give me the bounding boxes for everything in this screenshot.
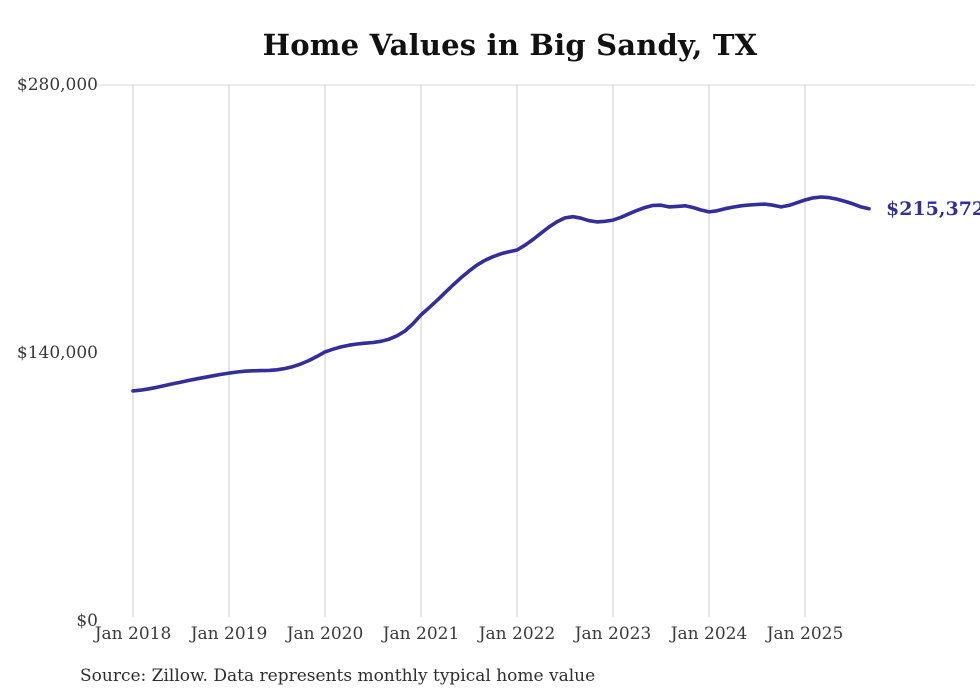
x-axis-tick-label: Jan 2021 xyxy=(382,624,460,644)
home-value-line xyxy=(131,195,871,393)
y-axis-tick-label: $280,000 xyxy=(16,75,98,95)
source-note: Source: Zillow. Data represents monthly … xyxy=(80,666,596,686)
chart-title: Home Values in Big Sandy, TX xyxy=(262,28,758,62)
y-axis-tick-label: $140,000 xyxy=(16,343,98,363)
x-axis-tick-label: Jan 2018 xyxy=(94,624,172,644)
x-axis-tick-label: Jan 2019 xyxy=(190,624,268,644)
line-end-value-label: $215,372 xyxy=(886,197,980,220)
x-axis-tick-label: Jan 2022 xyxy=(478,624,556,644)
gridlines-group xyxy=(95,84,975,617)
x-axis-tick-label: Jan 2025 xyxy=(766,624,844,644)
x-axis-tick-label: Jan 2023 xyxy=(574,624,652,644)
x-axis-tick-label: Jan 2020 xyxy=(286,624,364,644)
x-axis-tick-label: Jan 2024 xyxy=(670,624,748,644)
y-axis-tick-label: $0 xyxy=(76,611,98,631)
